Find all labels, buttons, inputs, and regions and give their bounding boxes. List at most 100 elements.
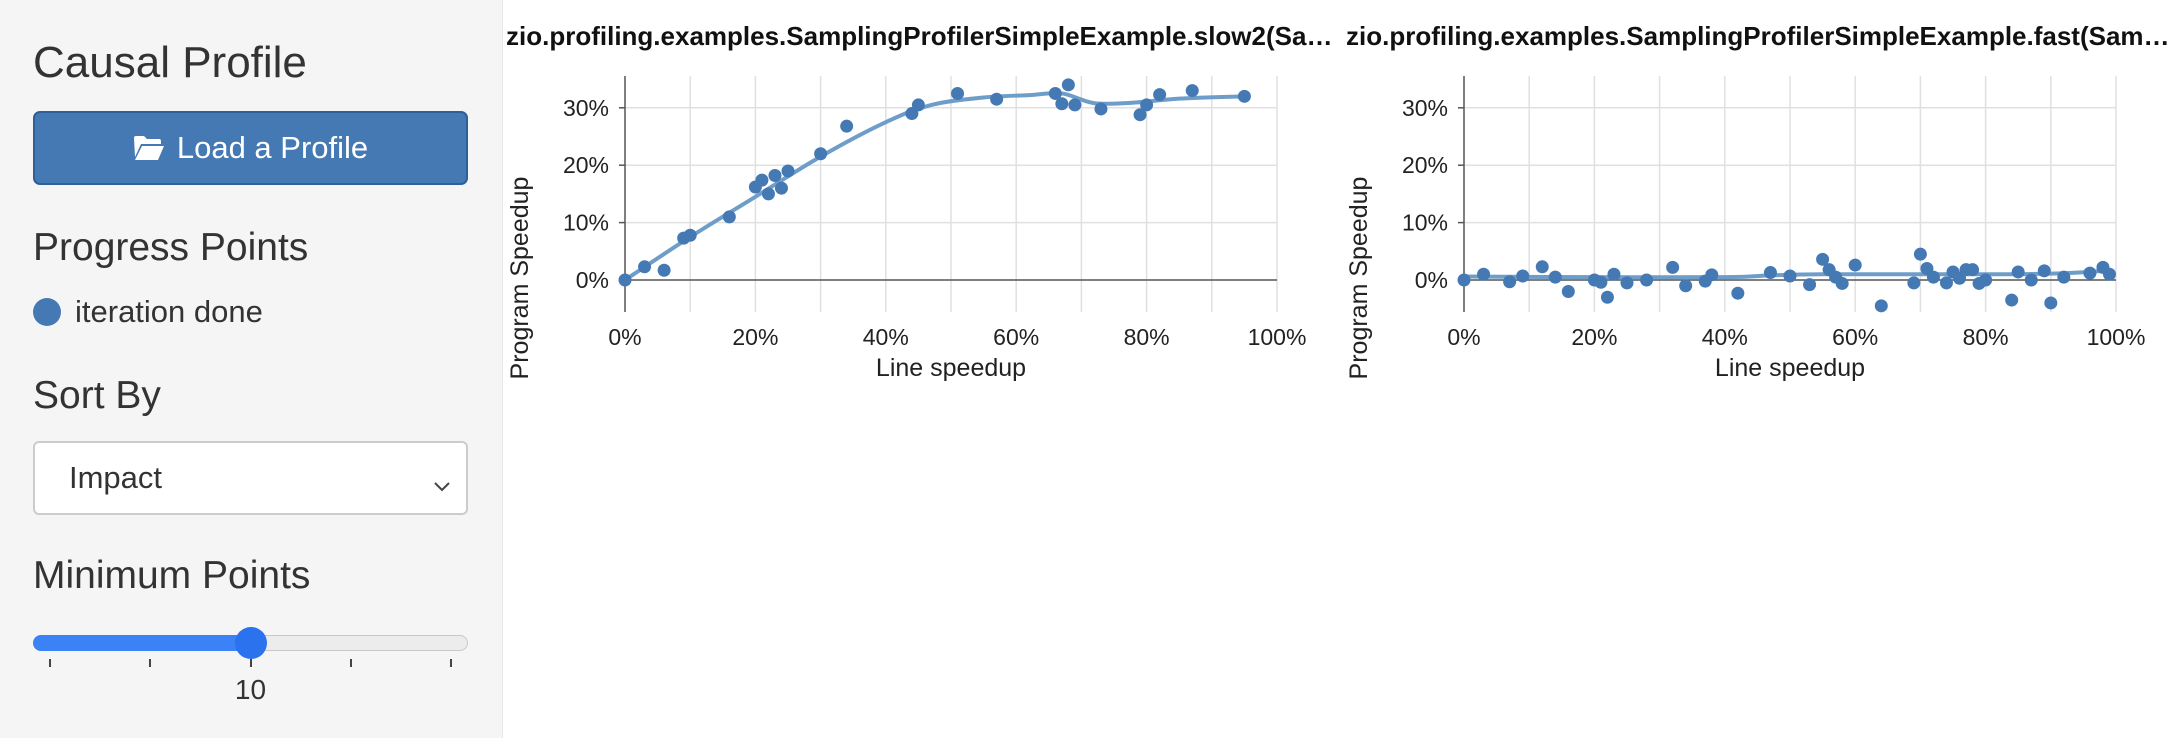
sort-selected-value: Impact bbox=[69, 460, 163, 495]
data-point bbox=[1966, 263, 1980, 277]
data-point bbox=[2011, 265, 2025, 279]
trend-line bbox=[623, 91, 1245, 282]
data-point bbox=[657, 263, 671, 277]
progress-points-heading: Progress Points bbox=[33, 226, 309, 269]
x-tick-label: 60% bbox=[993, 324, 1039, 350]
main-plots: 0% 10% 20% 30% 0% 20% 40% 60% 80% 100% Line speedu… bbox=[504, 0, 2184, 738]
data-point bbox=[1640, 273, 1654, 287]
slider-tick bbox=[350, 659, 352, 667]
slider-tick bbox=[49, 659, 51, 667]
x-tick-label: 100% bbox=[2087, 324, 2146, 350]
data-point bbox=[1457, 273, 1471, 287]
data-point bbox=[2044, 296, 2058, 310]
folder-open-icon bbox=[133, 135, 165, 161]
progress-point-color-dot bbox=[33, 298, 61, 326]
y-tick-label: 0% bbox=[1415, 267, 1448, 293]
data-point bbox=[1548, 270, 1562, 284]
x-tick-label: 80% bbox=[1124, 324, 1170, 350]
data-point bbox=[1594, 275, 1608, 289]
x-tick-label: 40% bbox=[863, 324, 909, 350]
data-point bbox=[1048, 86, 1062, 100]
data-point bbox=[638, 260, 652, 274]
data-point bbox=[1835, 276, 1849, 290]
slider-tick bbox=[149, 659, 151, 667]
sort-by-select[interactable]: Impact bbox=[33, 441, 468, 515]
data-point bbox=[1620, 276, 1634, 290]
load-profile-label: Load a Profile bbox=[176, 130, 369, 165]
y-tick-label: 30% bbox=[1402, 95, 1448, 121]
x-tick-label: 0% bbox=[1447, 324, 1480, 350]
y-tick-label: 10% bbox=[1402, 210, 1448, 236]
data-point bbox=[781, 164, 795, 178]
data-point bbox=[1477, 267, 1491, 281]
slider-tick bbox=[450, 659, 452, 667]
data-point bbox=[840, 119, 854, 133]
minimum-points-value: 10 bbox=[234, 674, 267, 705]
y-tick-label: 10% bbox=[563, 210, 609, 236]
x-axis-label: Line speedup bbox=[876, 354, 1026, 382]
data-point bbox=[755, 173, 769, 187]
data-point bbox=[1535, 260, 1549, 274]
data-point bbox=[1913, 247, 1927, 261]
progress-point-item[interactable]: iteration done bbox=[33, 294, 263, 330]
chart-2: 0% 10% 20% 30% 0% 20% 40% 60% 80% 100% Line speedu… bbox=[1345, 21, 2170, 382]
minimum-points-heading: Minimum Points bbox=[33, 554, 311, 597]
y-tick-label: 30% bbox=[563, 95, 609, 121]
chevron-down-icon bbox=[432, 468, 452, 504]
data-point bbox=[1731, 286, 1745, 300]
data-point bbox=[768, 169, 782, 183]
data-point bbox=[1061, 78, 1075, 92]
data-point bbox=[2005, 293, 2019, 307]
data-point bbox=[1600, 290, 1614, 304]
load-profile-button[interactable]: Load a Profile bbox=[33, 111, 468, 185]
x-tick-label: 0% bbox=[608, 324, 641, 350]
data-point bbox=[1666, 260, 1680, 274]
data-point bbox=[1153, 88, 1167, 102]
slider-thumb[interactable] bbox=[234, 627, 267, 659]
x-tick-label: 40% bbox=[1702, 324, 1748, 350]
data-point bbox=[1979, 273, 1993, 287]
data-point bbox=[990, 92, 1004, 106]
data-point bbox=[1185, 84, 1199, 98]
data-point bbox=[1763, 266, 1777, 280]
data-point bbox=[1561, 284, 1575, 298]
sort-by-heading: Sort By bbox=[33, 374, 161, 417]
chart-title: zio.profiling.examples.SamplingProfilerS… bbox=[506, 21, 1332, 51]
data-point bbox=[618, 273, 632, 287]
data-point bbox=[1140, 98, 1154, 112]
progress-point-label: iteration done bbox=[75, 294, 263, 329]
data-point bbox=[1237, 89, 1251, 103]
minimum-points-slider[interactable] bbox=[33, 627, 468, 659]
data-point bbox=[2057, 270, 2071, 284]
x-tick-label: 100% bbox=[1248, 324, 1307, 350]
data-point bbox=[1068, 98, 1082, 112]
data-point bbox=[1816, 252, 1830, 266]
y-axis-label: Program Speedup bbox=[1345, 177, 1373, 380]
data-point bbox=[761, 187, 775, 201]
y-axis-label: Program Speedup bbox=[506, 177, 534, 380]
data-point bbox=[1705, 268, 1719, 282]
data-point bbox=[1939, 276, 1953, 290]
data-point bbox=[1874, 299, 1888, 313]
x-tick-label: 20% bbox=[1571, 324, 1617, 350]
y-tick-label: 0% bbox=[576, 267, 609, 293]
data-point bbox=[814, 147, 828, 161]
slider-fill bbox=[33, 635, 251, 651]
data-point bbox=[951, 86, 965, 100]
chart-1: 0% 10% 20% 30% 0% 20% 40% 60% 80% 100% Line speedu… bbox=[506, 21, 1332, 382]
data-point bbox=[683, 228, 697, 242]
x-axis-label: Line speedup bbox=[1715, 354, 1865, 382]
slider-tick bbox=[250, 659, 252, 667]
data-point bbox=[1926, 270, 1940, 284]
data-point bbox=[1503, 275, 1517, 289]
data-point bbox=[1607, 267, 1621, 281]
data-point bbox=[2037, 264, 2051, 278]
data-point bbox=[1679, 279, 1693, 293]
x-tick-label: 60% bbox=[1832, 324, 1878, 350]
y-tick-label: 20% bbox=[563, 152, 609, 178]
data-point bbox=[1803, 278, 1817, 292]
data-point bbox=[1848, 258, 1862, 272]
data-point bbox=[2102, 267, 2116, 281]
data-point bbox=[2024, 273, 2038, 287]
data-point bbox=[1055, 97, 1069, 111]
